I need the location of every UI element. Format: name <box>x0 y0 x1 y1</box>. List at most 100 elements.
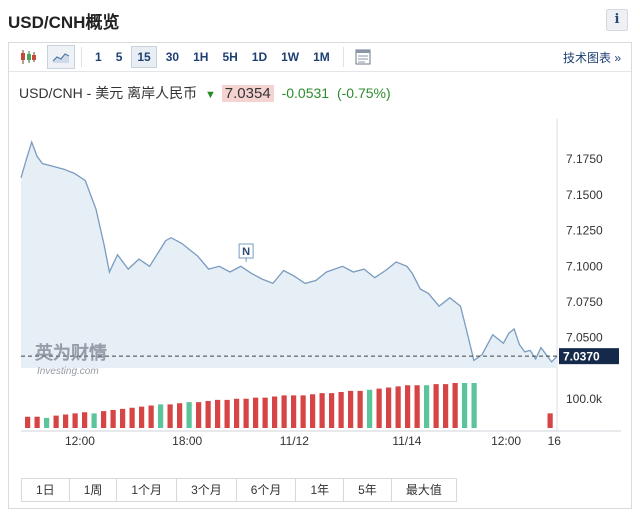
volume-bar <box>424 385 430 428</box>
volume-bar <box>547 413 553 428</box>
volume-bar <box>348 390 354 428</box>
volume-bar <box>338 392 344 428</box>
candlestick-chart-icon[interactable] <box>15 46 41 68</box>
range-1m[interactable]: 1个月 <box>117 479 178 501</box>
range-max[interactable]: 最大值 <box>391 479 456 501</box>
price-line <box>20 140 558 363</box>
volume-bar <box>196 402 202 428</box>
volume-bar <box>186 402 192 428</box>
range-1y[interactable]: 1年 <box>296 479 345 501</box>
chart-panel: 1 5 15 30 1H 5H 1D 1W 1M 技术图表 » USD/CNH … <box>8 42 632 509</box>
info-button[interactable]: i <box>606 9 628 31</box>
y-tick-label: 7.0500 <box>566 331 603 345</box>
range-1d[interactable]: 1日 <box>22 479 70 501</box>
volume-bar <box>110 410 116 428</box>
timeframe-1m[interactable]: 1M <box>313 50 330 64</box>
volume-bar <box>471 383 477 428</box>
volume-bar <box>25 416 31 428</box>
area-chart-icon[interactable] <box>47 45 75 69</box>
volume-axis-label: 100.0k <box>566 392 603 406</box>
range-selector: 1日 1周 1个月 3个月 6个月 1年 5年 最大值 <box>21 478 457 502</box>
volume-bar <box>167 404 173 428</box>
volume-bar <box>53 415 59 428</box>
timeframe-15[interactable]: 15 <box>131 46 157 68</box>
volume-bar <box>148 405 154 428</box>
volume-bar <box>158 404 164 428</box>
toolbar-divider <box>81 47 82 67</box>
volume-bar <box>253 397 259 428</box>
volume-bar <box>129 407 135 428</box>
quote-price: 7.0354 <box>221 85 274 102</box>
y-tick-label: 7.0750 <box>566 295 603 309</box>
volume-bar <box>367 389 373 428</box>
volume-bar <box>452 383 458 428</box>
range-6m[interactable]: 6个月 <box>236 479 297 501</box>
range-1w[interactable]: 1周 <box>69 479 118 501</box>
volume-bar <box>376 388 382 428</box>
volume-bar <box>386 387 392 428</box>
volume-bar <box>34 416 40 428</box>
volume-bar <box>44 417 50 428</box>
range-5y[interactable]: 5年 <box>344 479 392 501</box>
down-arrow-icon: ▼ <box>205 89 216 101</box>
toolbar-divider <box>342 47 344 67</box>
price-chart[interactable]: 7.1750 7.1500 7.1250 7.1000 7.0750 7.0500 7.03… <box>9 43 631 473</box>
volume-bar <box>414 385 420 428</box>
volume-bar <box>234 398 240 428</box>
volume-bar <box>139 406 145 428</box>
last-price-label: 7.0370 <box>563 350 600 364</box>
volume-bar <box>291 395 297 428</box>
volume-bar <box>177 403 183 428</box>
x-tick-label: 16 <box>548 434 562 448</box>
watermark-brand: 英为财情 <box>34 342 107 364</box>
volume-bar <box>120 408 126 428</box>
y-tick-label: 7.1750 <box>566 152 603 166</box>
volume-bar <box>205 401 211 428</box>
timeframe-1d[interactable]: 1D <box>251 50 268 64</box>
volume-bar <box>215 399 221 428</box>
quote-symbol: USD/CNH - 美元 离岸人民币 <box>19 85 198 101</box>
volume-bar <box>357 390 363 428</box>
table-view-icon[interactable] <box>350 46 376 68</box>
y-tick-label: 7.1500 <box>566 188 603 202</box>
volume-bar <box>443 384 449 428</box>
volume-bar <box>272 396 278 428</box>
quote-change-percent: (-0.75%) <box>336 85 391 101</box>
technical-chart-link[interactable]: 技术图表 » <box>562 51 621 65</box>
range-3m[interactable]: 3个月 <box>177 479 237 501</box>
volume-bar <box>82 412 88 428</box>
news-marker-label: N <box>242 246 250 258</box>
x-tick-label: 18:00 <box>172 434 202 448</box>
volume-bar <box>91 413 97 428</box>
last-price-box <box>559 348 619 365</box>
timeframe-1[interactable]: 1 <box>95 50 102 64</box>
x-tick-label: 12:00 <box>65 434 95 448</box>
volume-bar <box>243 398 249 428</box>
x-tick-label: 11/12 <box>280 434 309 448</box>
x-tick-label: 12:00 <box>491 434 521 448</box>
volume-bar <box>462 383 468 428</box>
quote-change: -0.0531 <box>281 85 330 101</box>
volume-bar <box>319 393 325 428</box>
volume-bar <box>262 397 268 428</box>
timeframe-1w[interactable]: 1W <box>281 50 300 64</box>
volume-bar <box>281 395 287 428</box>
y-tick-label: 7.1250 <box>566 224 603 238</box>
volume-bar <box>395 386 401 428</box>
price-area <box>21 142 557 368</box>
volume-bar <box>329 393 335 428</box>
volume-bar <box>63 414 69 428</box>
quote-line: USD/CNH - 美元 离岸人民币 ▼ 7.0354 -0.0531 (-0.… <box>19 83 391 103</box>
page-title: USD/CNH概览 <box>8 13 120 32</box>
x-tick-label: 11/14 <box>392 434 421 448</box>
timeframe-5[interactable]: 5 <box>115 50 123 64</box>
volume-bar <box>433 384 439 428</box>
timeframe-1h[interactable]: 1H <box>193 50 209 64</box>
chart-toolbar: 1 5 15 30 1H 5H 1D 1W 1M 技术图表 » <box>9 43 631 72</box>
y-tick-label: 7.1000 <box>566 259 603 273</box>
timeframe-30[interactable]: 30 <box>165 50 180 64</box>
watermark-site: Investing.com <box>37 366 99 377</box>
timeframe-5h[interactable]: 5H <box>222 50 238 64</box>
volume-bar <box>72 413 78 428</box>
volume-bar <box>405 385 411 428</box>
